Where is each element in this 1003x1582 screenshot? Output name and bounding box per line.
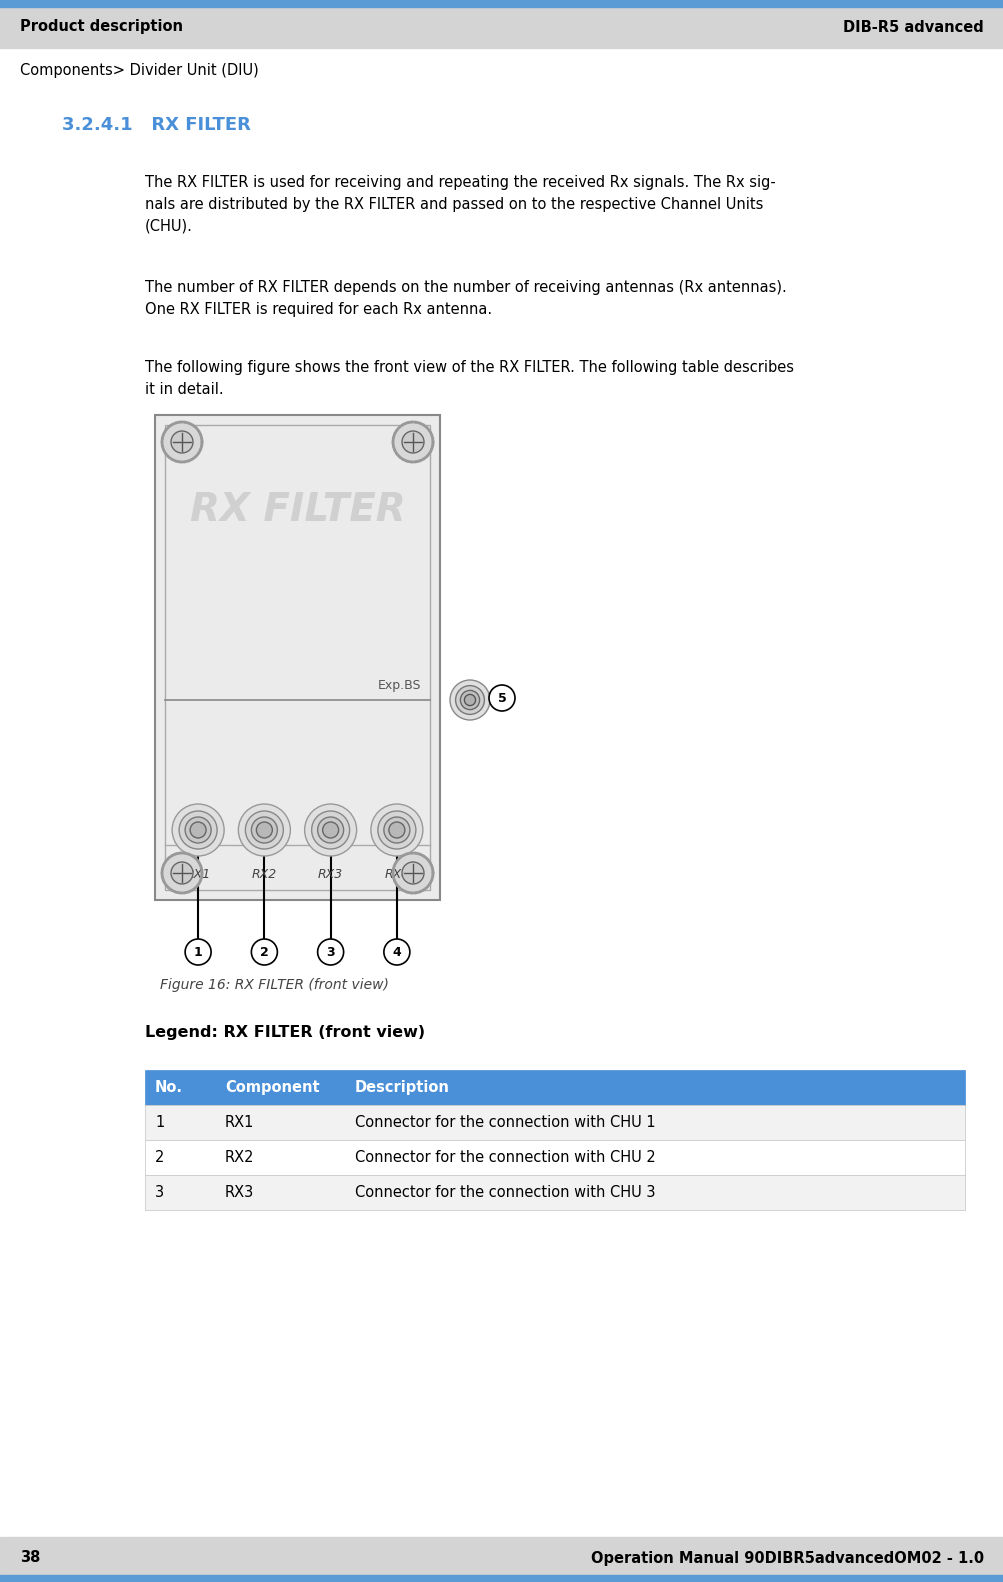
- Text: RX1: RX1: [225, 1115, 254, 1130]
- Text: RX FILTER: RX FILTER: [190, 490, 405, 528]
- Text: The RX FILTER is used for receiving and repeating the received Rx signals. The R: The RX FILTER is used for receiving and …: [144, 176, 775, 233]
- Text: Connector for the connection with CHU 2: Connector for the connection with CHU 2: [355, 1150, 655, 1164]
- Text: 5: 5: [497, 691, 506, 704]
- Circle shape: [311, 812, 349, 850]
- Text: 38: 38: [20, 1550, 40, 1566]
- Bar: [0, 1576, 1003, 1582]
- Text: RX3: RX3: [318, 867, 343, 881]
- Circle shape: [185, 940, 211, 965]
- Circle shape: [383, 816, 409, 843]
- Circle shape: [388, 823, 404, 838]
- Circle shape: [377, 812, 415, 850]
- Bar: [144, 1175, 964, 1210]
- Circle shape: [238, 804, 290, 856]
- Circle shape: [171, 430, 193, 452]
- Text: The number of RX FILTER depends on the number of receiving antennas (Rx antennas: The number of RX FILTER depends on the n…: [144, 280, 786, 316]
- Text: RX1: RX1: [186, 867, 211, 881]
- Text: Operation Manual 90DIBR5advancedOM02 - 1.0: Operation Manual 90DIBR5advancedOM02 - 1…: [591, 1550, 983, 1566]
- Circle shape: [392, 853, 432, 892]
- Circle shape: [251, 816, 277, 843]
- Text: The following figure shows the front view of the RX FILTER. The following table : The following figure shows the front vie…: [144, 361, 793, 397]
- Bar: [164, 426, 429, 891]
- Text: 3: 3: [326, 946, 335, 959]
- Text: Components> Divider Unit (DIU): Components> Divider Unit (DIU): [20, 63, 259, 78]
- Bar: [144, 1141, 964, 1175]
- Text: DIB-R5 advanced: DIB-R5 advanced: [843, 19, 983, 35]
- Circle shape: [383, 940, 409, 965]
- Circle shape: [190, 823, 206, 838]
- Bar: [144, 1104, 964, 1141]
- Circle shape: [251, 940, 277, 965]
- Circle shape: [449, 680, 489, 720]
- Text: Connector for the connection with CHU 3: Connector for the connection with CHU 3: [355, 1185, 655, 1201]
- Circle shape: [245, 812, 283, 850]
- Text: RX4: RX4: [384, 867, 409, 881]
- Text: Description: Description: [355, 1081, 449, 1095]
- Circle shape: [455, 685, 483, 715]
- Text: 2: 2: [154, 1150, 164, 1164]
- Text: 3.2.4.1   RX FILTER: 3.2.4.1 RX FILTER: [62, 115, 251, 134]
- Circle shape: [171, 862, 193, 884]
- Circle shape: [185, 816, 211, 843]
- Circle shape: [317, 940, 343, 965]
- Circle shape: [304, 804, 356, 856]
- Text: Figure 16: RX FILTER (front view): Figure 16: RX FILTER (front view): [159, 978, 388, 992]
- Circle shape: [179, 812, 217, 850]
- Circle shape: [401, 862, 423, 884]
- Circle shape: [256, 823, 272, 838]
- Circle shape: [322, 823, 338, 838]
- Text: 1: 1: [194, 946, 203, 959]
- Circle shape: [161, 422, 202, 462]
- Text: Product description: Product description: [20, 19, 183, 35]
- Circle shape: [161, 853, 202, 892]
- Text: RX2: RX2: [252, 867, 277, 881]
- Bar: [0, 1538, 1003, 1576]
- Text: RX3: RX3: [225, 1185, 254, 1201]
- FancyBboxPatch shape: [154, 414, 439, 900]
- Bar: [0, 6, 1003, 47]
- Circle shape: [401, 430, 423, 452]
- Text: 2: 2: [260, 946, 269, 959]
- Text: Exp.BS: Exp.BS: [377, 680, 421, 693]
- Text: Connector for the connection with CHU 1: Connector for the connection with CHU 1: [355, 1115, 655, 1130]
- Bar: [144, 1069, 964, 1104]
- Circle shape: [370, 804, 422, 856]
- Circle shape: [317, 816, 343, 843]
- Text: Component: Component: [225, 1081, 319, 1095]
- Circle shape: [392, 422, 432, 462]
- Circle shape: [488, 685, 515, 710]
- Text: Legend: RX FILTER (front view): Legend: RX FILTER (front view): [144, 1025, 424, 1039]
- Text: No.: No.: [154, 1081, 183, 1095]
- Text: 4: 4: [392, 946, 401, 959]
- Circle shape: [172, 804, 224, 856]
- Text: 3: 3: [154, 1185, 163, 1201]
- Circle shape: [460, 690, 479, 710]
- Circle shape: [464, 694, 475, 706]
- Text: RX2: RX2: [225, 1150, 254, 1164]
- Bar: [0, 0, 1003, 6]
- Text: 1: 1: [154, 1115, 164, 1130]
